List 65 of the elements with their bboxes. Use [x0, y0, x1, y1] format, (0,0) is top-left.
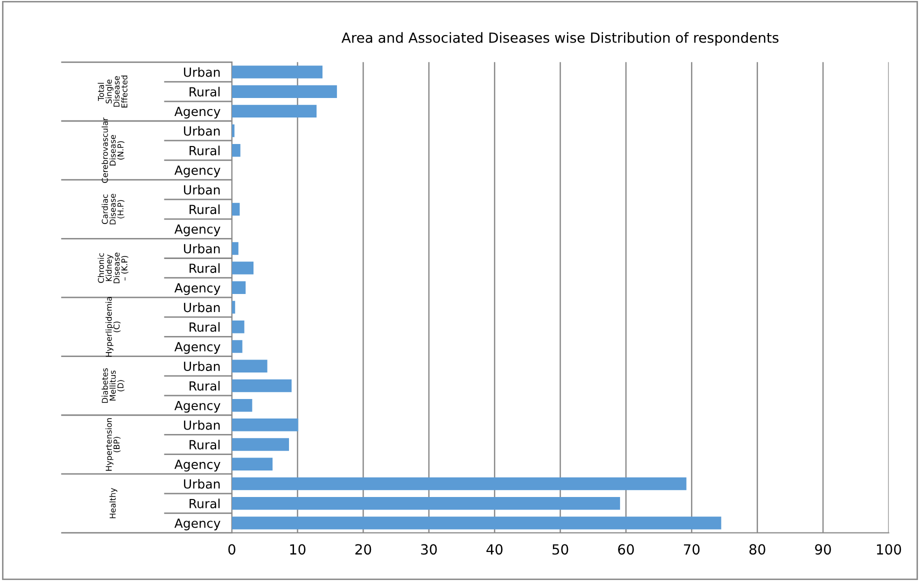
text: Hypertension (BP) — [106, 418, 121, 471]
y-tick-label: Rural — [190, 86, 220, 97]
y-tick-label: Rural — [190, 380, 220, 391]
y-tick-label: Rural — [190, 263, 220, 273]
x-tick-label: 0 — [228, 544, 236, 555]
y-tick-label: Agency — [174, 166, 220, 178]
y-tick-label: Rural — [190, 146, 220, 156]
bar — [232, 496, 620, 510]
y-tick-label: Urban — [184, 302, 220, 312]
bar — [232, 281, 246, 294]
bar — [232, 458, 273, 471]
y-tick-label: Rural — [190, 204, 220, 214]
bar — [232, 360, 268, 372]
x-tick-label: 100 — [876, 544, 902, 555]
bar — [232, 398, 252, 412]
y-tick-label: Rural — [190, 440, 220, 450]
bar — [232, 379, 292, 392]
y-tick-label: Agency — [174, 518, 220, 530]
bar — [232, 438, 289, 451]
bar — [232, 516, 722, 530]
y-tick-label: Urban — [184, 420, 220, 430]
x-tick-label: 40 — [486, 544, 503, 555]
y-tick-label: Agency — [174, 224, 220, 236]
x-tick-label: 70 — [684, 544, 700, 555]
text: Healthy — [109, 488, 118, 518]
bar — [232, 418, 298, 432]
text: Diabetes Mellitus (D) — [102, 368, 124, 403]
text: Chronic Kidney Disease – (K.P) — [98, 252, 128, 284]
bar — [232, 320, 244, 334]
text: Total Single Disease Effected — [98, 76, 128, 108]
y-tick-label: Urban — [184, 244, 220, 254]
chart-title: Area and Associated Diseases wise Distribution of respondents — [342, 32, 778, 46]
y-tick-label: Urban — [184, 126, 220, 136]
text: Hyperlipidemia (C) — [106, 297, 121, 357]
bar — [232, 144, 240, 157]
x-tick-label: 30 — [421, 544, 437, 555]
x-tick-label: 80 — [749, 544, 766, 555]
y-tick-label: Urban — [184, 479, 220, 489]
y-tick-label: Agency — [174, 106, 220, 119]
bar — [232, 202, 240, 216]
y-tick-label: Urban — [184, 184, 220, 195]
y-tick-label: Agency — [174, 400, 220, 413]
bar — [232, 477, 686, 490]
y-tick-label: Rural — [190, 322, 220, 332]
y-tick-label: Urban — [184, 361, 220, 372]
bar — [232, 104, 317, 118]
bar — [232, 124, 234, 138]
x-tick-label: 50 — [552, 544, 568, 555]
y-tick-label: Agency — [174, 460, 220, 472]
x-tick-label: 60 — [618, 544, 634, 555]
bar — [232, 262, 254, 274]
bar — [232, 300, 236, 314]
bar — [232, 242, 238, 255]
bar — [232, 66, 322, 78]
x-tick-label: 20 — [355, 544, 372, 555]
bar — [232, 340, 242, 353]
y-tick-label: Agency — [174, 283, 220, 296]
y-tick-label: Rural — [190, 498, 220, 508]
y-tick-label: Agency — [174, 342, 220, 354]
text: Cerebrovascular Disease (N.P) — [102, 118, 124, 183]
y-tick-label: Urban — [184, 67, 220, 77]
text: Cardiac Disease (H.P) — [102, 194, 124, 224]
bar — [232, 85, 337, 98]
x-tick-label: 10 — [290, 544, 306, 555]
x-tick-label: 90 — [815, 544, 831, 555]
